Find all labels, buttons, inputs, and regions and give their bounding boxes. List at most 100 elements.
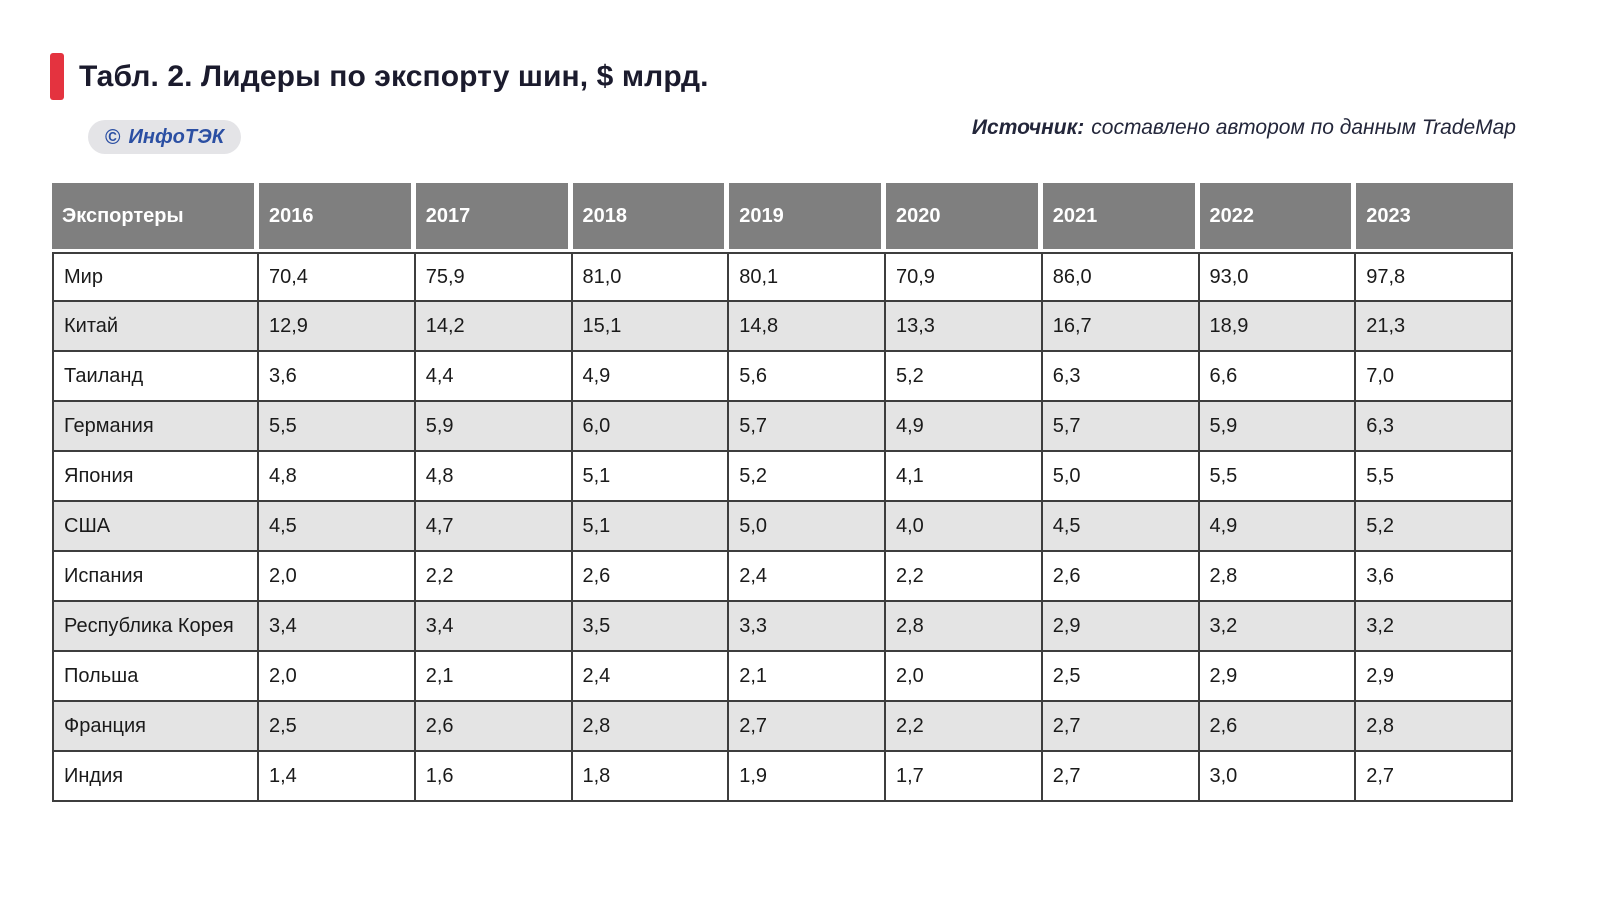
table-row: Республика Корея 3,4 3,4 3,5 3,3 2,8 2,9 3,2 3,2 <box>52 602 1513 652</box>
value-cell: 2,1 <box>729 652 886 702</box>
value-cell: 1,4 <box>259 752 416 802</box>
value-cell: 5,2 <box>886 352 1043 402</box>
value-cell: 3,3 <box>729 602 886 652</box>
value-cell: 81,0 <box>572 252 730 302</box>
value-cell: 14,8 <box>729 302 886 352</box>
value-cell: 2,6 <box>415 702 573 752</box>
value-cell: 4,4 <box>415 352 573 402</box>
table-row: Китай 12,9 14,2 15,1 14,8 13,3 16,7 18,9 21,3 <box>52 302 1513 352</box>
value-cell: 5,1 <box>572 502 730 552</box>
value-cell: 6,6 <box>1199 352 1357 402</box>
value-cell: 2,1 <box>415 652 573 702</box>
value-cell: 93,0 <box>1199 252 1357 302</box>
table-row: Индия 1,4 1,6 1,8 1,9 1,7 2,7 3,0 2,7 <box>52 752 1513 802</box>
infotek-badge: © ИнфоТЭК <box>88 120 241 154</box>
exporter-name-cell: Республика Корея <box>52 602 259 652</box>
value-cell: 5,6 <box>729 352 886 402</box>
value-cell: 4,5 <box>1042 502 1200 552</box>
value-cell: 3,6 <box>1356 552 1513 602</box>
value-cell: 1,8 <box>572 752 730 802</box>
column-header-year: 2016 <box>259 183 416 252</box>
value-cell: 4,1 <box>886 452 1043 502</box>
value-cell: 2,0 <box>259 652 416 702</box>
value-cell: 5,5 <box>1199 452 1357 502</box>
value-cell: 21,3 <box>1356 302 1513 352</box>
value-cell: 4,8 <box>259 452 416 502</box>
value-cell: 5,0 <box>1042 452 1200 502</box>
exporter-name-cell: Таиланд <box>52 352 259 402</box>
exporters-table: Экспортеры 2016 2017 2018 2019 2020 2021 2022 20… <box>52 183 1513 802</box>
value-cell: 4,9 <box>1199 502 1357 552</box>
value-cell: 2,9 <box>1199 652 1357 702</box>
value-cell: 2,8 <box>572 702 730 752</box>
value-cell: 13,3 <box>886 302 1043 352</box>
value-cell: 5,7 <box>1042 402 1200 452</box>
table-body: Мир 70,4 75,9 81,0 80,1 70,9 86,0 93,0 97,8 Китай… <box>52 252 1513 802</box>
value-cell: 2,5 <box>1042 652 1200 702</box>
value-cell: 3,2 <box>1356 602 1513 652</box>
value-cell: 2,0 <box>886 652 1043 702</box>
value-cell: 2,8 <box>886 602 1043 652</box>
value-cell: 5,2 <box>729 452 886 502</box>
value-cell: 3,4 <box>259 602 416 652</box>
value-cell: 5,9 <box>1199 402 1357 452</box>
value-cell: 2,2 <box>886 702 1043 752</box>
value-cell: 3,4 <box>415 602 573 652</box>
exporter-name-cell: Китай <box>52 302 259 352</box>
value-cell: 18,9 <box>1199 302 1357 352</box>
column-header-year: 2020 <box>886 183 1043 252</box>
value-cell: 1,7 <box>886 752 1043 802</box>
value-cell: 97,8 <box>1356 252 1513 302</box>
table-row: США 4,5 4,7 5,1 5,0 4,0 4,5 4,9 5,2 <box>52 502 1513 552</box>
value-cell: 2,6 <box>1199 702 1357 752</box>
value-cell: 3,2 <box>1199 602 1357 652</box>
value-cell: 80,1 <box>729 252 886 302</box>
table-header: Экспортеры 2016 2017 2018 2019 2020 2021 2022 20… <box>52 183 1513 252</box>
value-cell: 2,6 <box>1042 552 1200 602</box>
table-row: Германия 5,5 5,9 6,0 5,7 4,9 5,7 5,9 6,3 <box>52 402 1513 452</box>
value-cell: 3,0 <box>1199 752 1357 802</box>
value-cell: 2,7 <box>1042 752 1200 802</box>
value-cell: 12,9 <box>259 302 416 352</box>
column-header-year: 2017 <box>415 183 573 252</box>
value-cell: 15,1 <box>572 302 730 352</box>
column-header-year: 2021 <box>1042 183 1200 252</box>
exporter-name-cell: США <box>52 502 259 552</box>
column-header-year: 2022 <box>1199 183 1357 252</box>
exporter-name-cell: Индия <box>52 752 259 802</box>
exporter-name-cell: Япония <box>52 452 259 502</box>
value-cell: 5,1 <box>572 452 730 502</box>
value-cell: 4,7 <box>415 502 573 552</box>
value-cell: 2,9 <box>1042 602 1200 652</box>
value-cell: 1,6 <box>415 752 573 802</box>
infotek-badge-label: ИнфоТЭК <box>128 126 224 148</box>
exporter-name-cell: Германия <box>52 402 259 452</box>
source-text: составлено автором по данным TradeMap <box>1091 116 1516 139</box>
value-cell: 6,3 <box>1356 402 1513 452</box>
value-cell: 14,2 <box>415 302 573 352</box>
column-header-year: 2023 <box>1356 183 1513 252</box>
source-note: Источник: составлено автором по данным Tr… <box>972 116 1516 140</box>
value-cell: 4,0 <box>886 502 1043 552</box>
exporter-name-cell: Польша <box>52 652 259 702</box>
value-cell: 5,5 <box>1356 452 1513 502</box>
table-row: Польша 2,0 2,1 2,4 2,1 2,0 2,5 2,9 2,9 <box>52 652 1513 702</box>
value-cell: 4,8 <box>415 452 573 502</box>
title-accent-bar <box>50 53 64 100</box>
table-row: Франция 2,5 2,6 2,8 2,7 2,2 2,7 2,6 2,8 <box>52 702 1513 752</box>
value-cell: 2,7 <box>1042 702 1200 752</box>
value-cell: 2,6 <box>572 552 730 602</box>
column-header-year: 2018 <box>572 183 730 252</box>
value-cell: 2,2 <box>886 552 1043 602</box>
page-title: Табл. 2. Лидеры по экспорту шин, $ млрд. <box>79 59 709 93</box>
value-cell: 16,7 <box>1042 302 1200 352</box>
value-cell: 2,0 <box>259 552 416 602</box>
value-cell: 70,4 <box>259 252 416 302</box>
table-header-row: Экспортеры 2016 2017 2018 2019 2020 2021 2022 20… <box>52 183 1513 252</box>
value-cell: 6,3 <box>1042 352 1200 402</box>
value-cell: 86,0 <box>1042 252 1200 302</box>
value-cell: 4,5 <box>259 502 416 552</box>
value-cell: 1,9 <box>729 752 886 802</box>
column-header-year: 2019 <box>729 183 886 252</box>
